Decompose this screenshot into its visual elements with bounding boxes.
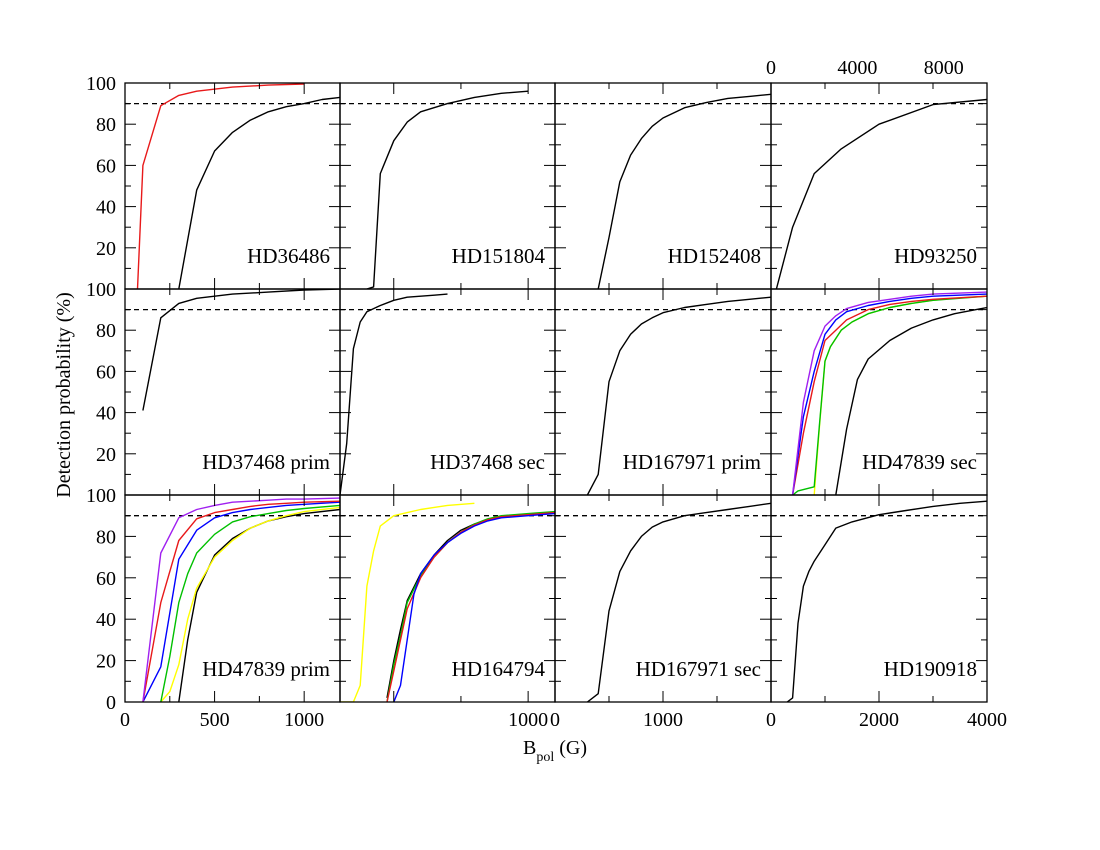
panel-hd36486: HD36486 [124, 82, 341, 290]
y-tick-label: 40 [96, 197, 116, 219]
x-tick-label: 1000 [284, 709, 324, 731]
x-axis-title: Bpol (G) [523, 737, 587, 765]
series-line [142, 501, 340, 702]
y-tick-label: 0 [106, 692, 116, 714]
x-tick-label: 0 [766, 709, 776, 731]
top-x-tick-label: 0 [766, 57, 776, 79]
y-tick-label: 40 [96, 609, 116, 631]
panel-hd37468-sec: HD37468 sec [339, 288, 556, 496]
series-line [586, 296, 771, 495]
x-axis-title-sub: pol [536, 750, 554, 765]
y-tick-label: 100 [86, 279, 116, 301]
series-line [160, 504, 340, 702]
panel-label: HD37468 sec [430, 450, 545, 474]
x-tick-label: 0 [550, 709, 560, 731]
y-tick-label: 20 [96, 238, 116, 260]
y-tick-label: 80 [96, 320, 116, 342]
x-tick-label: 1000 [643, 709, 683, 731]
panel-label: HD93250 [894, 244, 977, 268]
panels: HD36486 HD151804 HD152408 HD93250 HD37468 pr… [124, 82, 988, 703]
panel-hd151804: HD151804 [339, 82, 556, 290]
y-tick-label: 80 [96, 526, 116, 548]
panel-label: HD47839 sec [862, 450, 977, 474]
panel-label: HD164794 [452, 657, 546, 681]
panel-hd190918: HD190918 [770, 494, 988, 703]
series-line [136, 83, 305, 289]
y-tick-label: 100 [86, 485, 116, 507]
y-axis-title: Detection probability (%) [53, 292, 75, 498]
panel-label: HD152408 [668, 244, 761, 268]
panel-hd164794: HD164794 [339, 494, 556, 703]
y-tick-label: 20 [96, 651, 116, 673]
y-tick-label: 80 [96, 114, 116, 136]
top-x-tick-label: 4000 [837, 57, 877, 79]
series-line [791, 293, 987, 495]
x-tick-label: 4000 [967, 709, 1007, 731]
series-line [142, 497, 340, 702]
panel-hd167971-sec: HD167971 sec [554, 494, 772, 703]
top-x-tick-label: 8000 [924, 57, 964, 79]
panel-label: HD151804 [452, 244, 546, 268]
series-line [142, 500, 340, 702]
series-line [160, 506, 340, 702]
series-line [142, 289, 340, 411]
panel-label: HD167971 prim [623, 450, 761, 474]
series-line [775, 98, 987, 289]
panel-hd167971-prim: HD167971 prim [554, 288, 772, 496]
series-line [786, 500, 987, 702]
series-line [393, 512, 555, 702]
series-line [340, 293, 448, 495]
series-line [366, 90, 529, 289]
series-line [792, 295, 987, 495]
series-line [586, 502, 771, 702]
x-tick-label: 2000 [859, 709, 899, 731]
series-line [835, 306, 987, 495]
y-tick-label: 20 [96, 444, 116, 466]
panel-label: HD36486 [247, 244, 330, 268]
series-line [178, 96, 340, 289]
panel-hd47839-prim: HD47839 prim [124, 494, 341, 703]
panel-hd152408: HD152408 [554, 82, 772, 290]
y-tick-label: 60 [96, 361, 116, 383]
panel-label: HD37468 prim [202, 450, 330, 474]
panel-hd37468-prim: HD37468 prim [124, 288, 341, 496]
series-line [597, 93, 771, 289]
x-tick-label: 0 [120, 709, 130, 731]
series-line [178, 508, 340, 702]
y-tick-label: 100 [86, 73, 116, 95]
y-tick-label: 60 [96, 568, 116, 590]
x-tick-label: 1000 [508, 709, 548, 731]
x-tick-label: 500 [200, 709, 230, 731]
x-axis-title-unit: (G) [554, 737, 587, 759]
series-line [340, 502, 475, 702]
series-line [791, 291, 987, 495]
panel-label: HD47839 prim [202, 657, 330, 681]
panel-label: HD190918 [884, 657, 977, 681]
panel-hd47839-sec: HD47839 sec [770, 288, 988, 496]
panel-label: HD167971 sec [636, 657, 761, 681]
y-tick-label: 60 [96, 155, 116, 177]
x-axis-title-main: B [523, 737, 536, 759]
series-line [791, 295, 987, 495]
y-tick-label: 40 [96, 403, 116, 425]
panel-hd93250: HD93250 [770, 82, 988, 290]
